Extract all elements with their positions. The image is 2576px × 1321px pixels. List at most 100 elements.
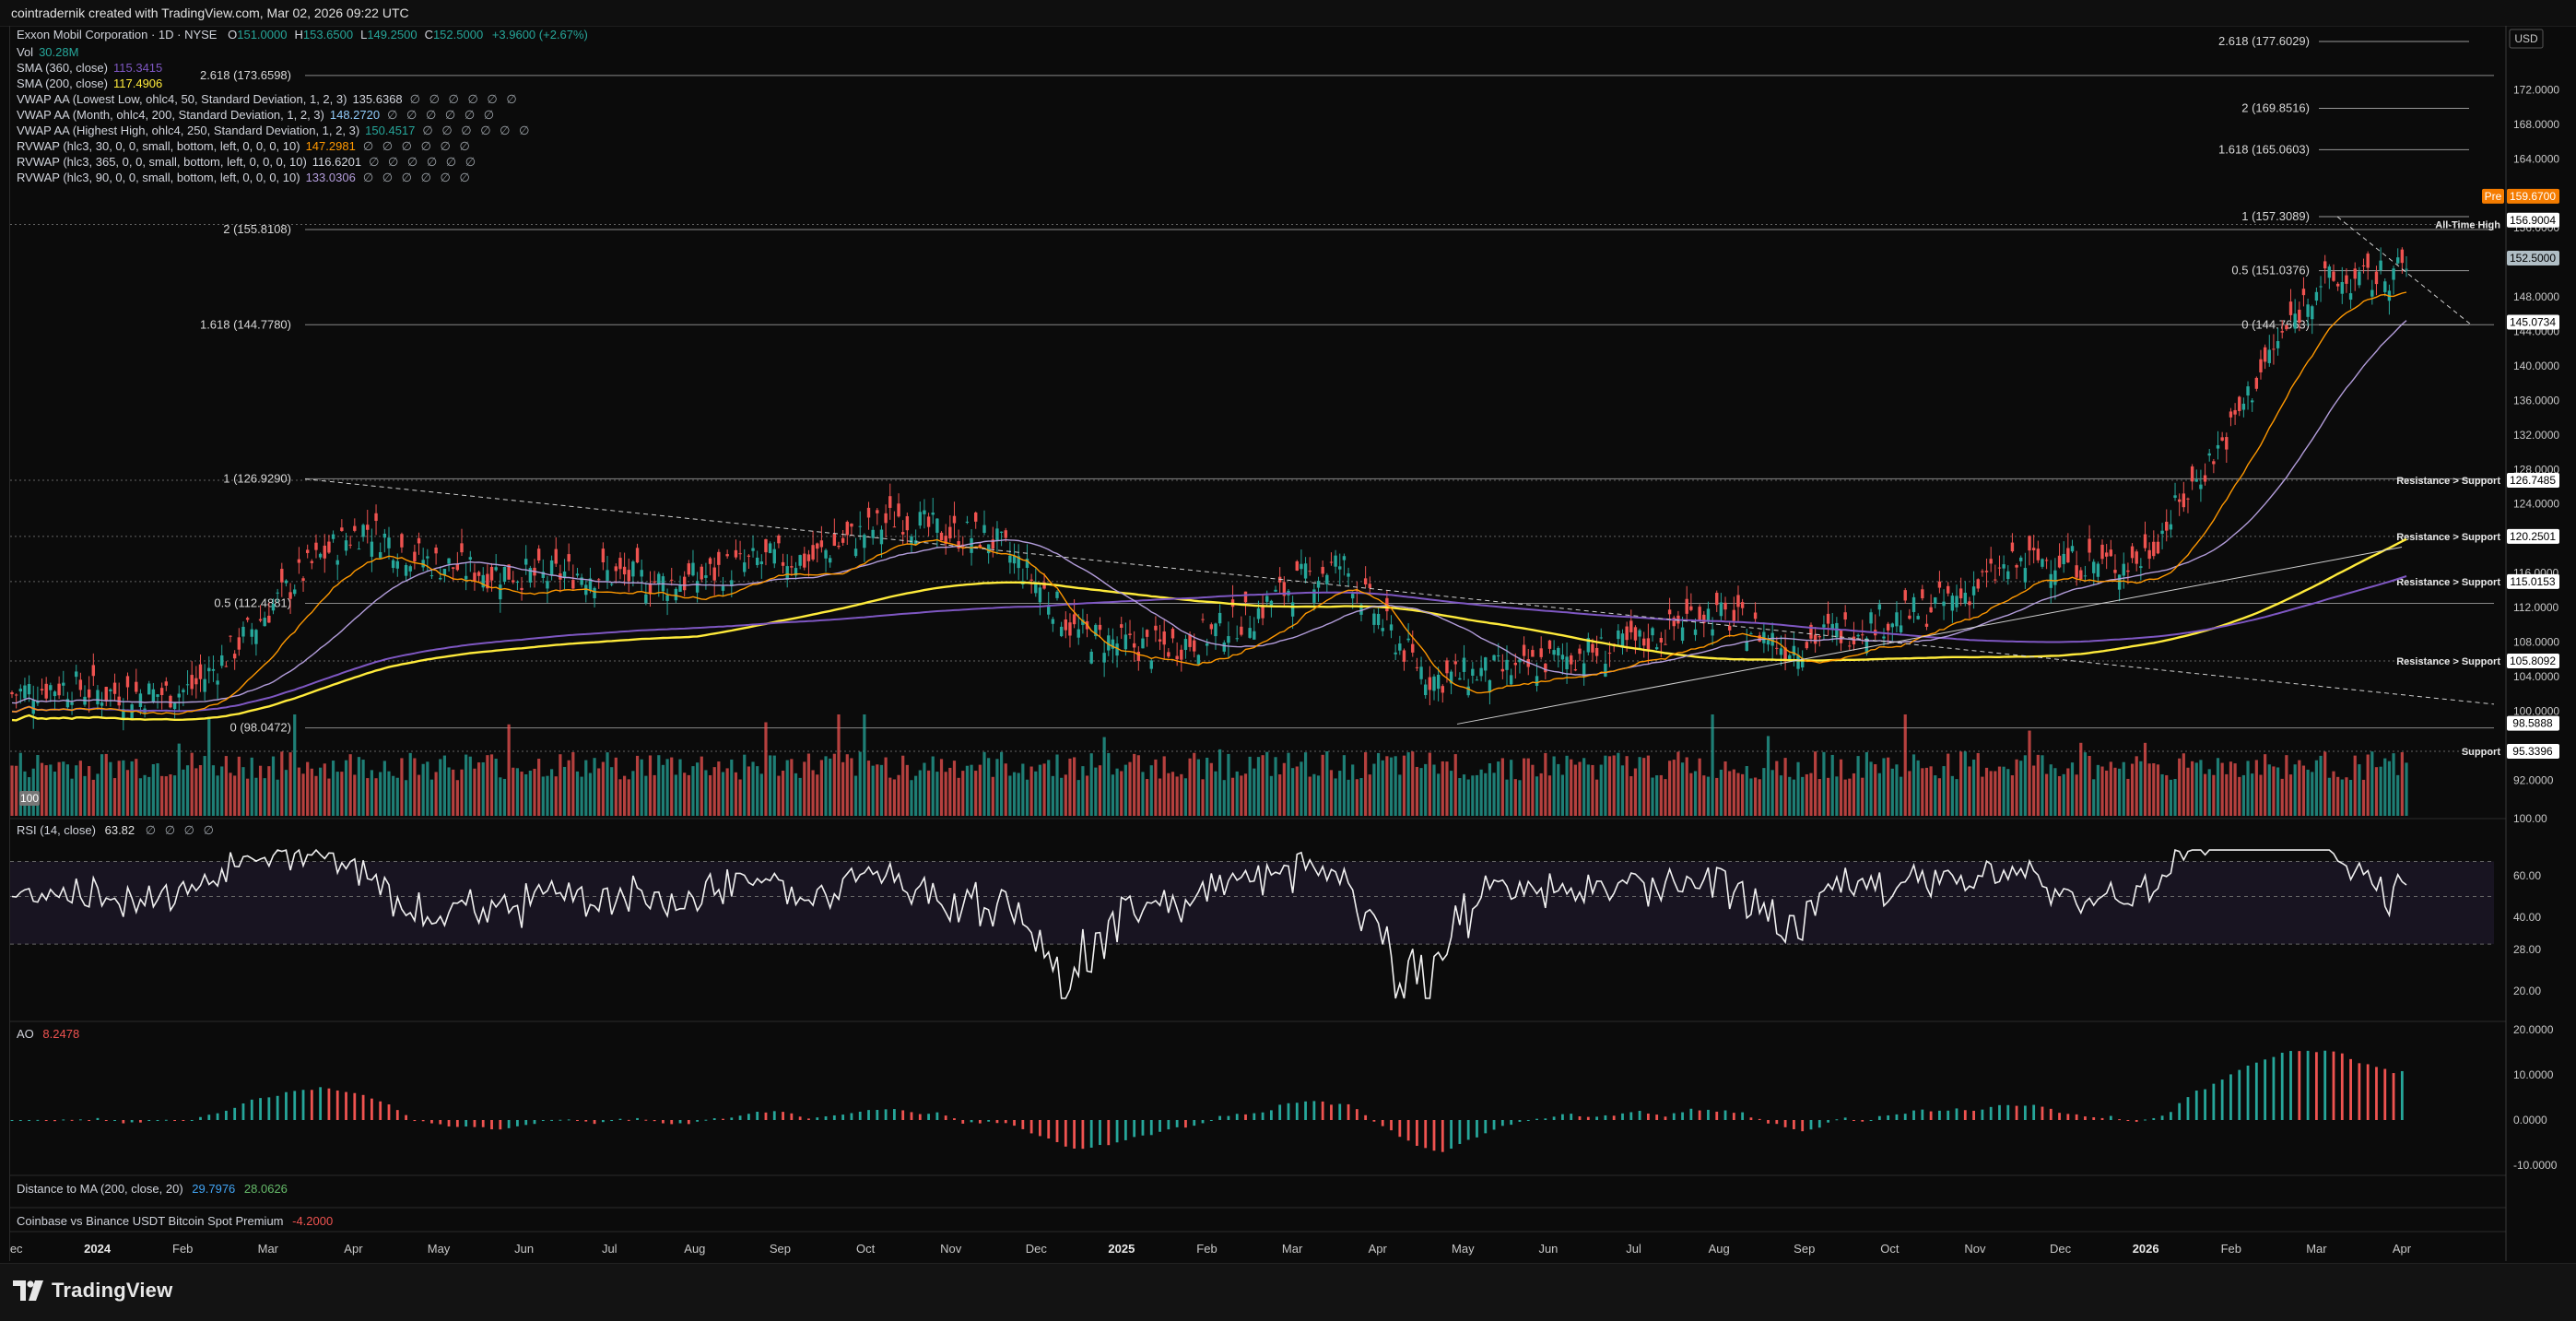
volume-bar: [387, 771, 391, 816]
ohlc-value: 153.6500: [302, 28, 354, 41]
ao-bar: [18, 1120, 22, 1121]
candle-body: [1462, 657, 1466, 672]
volume-bar: [2383, 758, 2387, 816]
brand-name: TradingView: [52, 1279, 173, 1302]
sr-label: Resistance > Support: [2396, 476, 2500, 487]
pre-tag-text: Pre: [2485, 190, 2502, 203]
volume-bar: [1664, 779, 1667, 816]
volume-bar: [1428, 752, 1431, 816]
ao-bar: [1175, 1120, 1179, 1127]
volume-bar: [319, 767, 323, 816]
fib-label-right: 0 (144.7663): [2241, 317, 2310, 331]
ao-bar: [1741, 1112, 1745, 1120]
volume-bar: [1012, 772, 1017, 816]
ao-bar: [499, 1120, 502, 1130]
volume-bar: [1620, 765, 1625, 816]
candle-body: [2361, 265, 2366, 266]
candle-body: [404, 564, 408, 576]
indicator-value: 150.4517: [365, 124, 416, 137]
candle-body: [512, 580, 515, 583]
volume-bar: [91, 779, 95, 816]
candle-body: [276, 592, 279, 594]
ao-bar: [413, 1120, 417, 1122]
rsi-tick: 20.00: [2513, 985, 2541, 997]
volume-bar: [190, 752, 194, 816]
ao-bar: [2272, 1056, 2276, 1120]
chart-frame[interactable]: 2.618 (173.6598) 2 (155.8108) 1.618 (144.7…: [9, 26, 2559, 1261]
ao-bar: [756, 1111, 759, 1120]
candle-body: [1419, 666, 1423, 679]
candle-body: [2335, 283, 2340, 287]
volume-bar: [40, 762, 44, 816]
volume-bar: [1505, 779, 1509, 816]
candle-body: [1607, 653, 1612, 655]
candle-body: [1753, 612, 1758, 619]
volume-bar: [811, 770, 815, 816]
candle-body: [691, 562, 695, 576]
ao-bar: [327, 1088, 331, 1120]
price-box-text: 98.5888: [2512, 717, 2553, 730]
volume-bar: [730, 759, 734, 816]
ohlc-key: L: [360, 28, 368, 41]
volume-bar: [2066, 768, 2070, 816]
volume-bar: [2130, 763, 2135, 816]
chart-canvas[interactable]: 2.618 (173.6598)2 (155.8108)1.618 (144.7…: [10, 26, 2576, 1263]
ao-bar: [1167, 1120, 1170, 1130]
ao-bar: [1466, 1120, 1470, 1140]
candle-body: [314, 542, 318, 550]
ao-bar: [1638, 1111, 1641, 1120]
candle-body: [57, 683, 61, 696]
ao-bar: [824, 1116, 828, 1120]
candle-body: [2066, 548, 2070, 563]
ao-bar: [1801, 1120, 1805, 1132]
candle-body: [1012, 555, 1017, 564]
volume-bar: [2358, 764, 2361, 816]
volume-bar: [952, 761, 957, 816]
candle-body: [429, 575, 434, 577]
volume-bar: [1484, 773, 1488, 816]
volume-bar: [670, 757, 674, 816]
tradingview-logo[interactable]: TradingView: [13, 1279, 172, 1303]
volume-bar: [2053, 768, 2057, 816]
time-label: Oct: [856, 1242, 876, 1256]
candle-body: [1963, 592, 1967, 604]
candle-body: [1947, 585, 1950, 594]
volume-bar: [439, 759, 442, 816]
candle-body: [1921, 589, 1924, 599]
volume-bar: [1814, 751, 1817, 816]
volume-bar: [1570, 759, 1573, 816]
volume-bar: [10, 765, 14, 816]
volume-bar: [421, 763, 425, 816]
volume-bar: [1732, 769, 1735, 816]
candle-body: [1149, 660, 1153, 669]
volume-bar: [1347, 779, 1350, 816]
volume-bar: [1458, 778, 1462, 816]
volume-bar: [417, 774, 421, 816]
candle-body: [618, 558, 622, 570]
volume-bar: [374, 778, 378, 816]
volume-bar: [1021, 763, 1025, 816]
volume-bar: [1316, 775, 1321, 816]
candle-body: [318, 553, 323, 558]
candle-body: [2199, 484, 2203, 489]
volume-bar: [1303, 752, 1308, 816]
volume-bar: [1792, 779, 1795, 816]
ao-bar: [62, 1119, 65, 1121]
candle-body: [1256, 607, 1261, 619]
volume-bar: [837, 714, 841, 816]
candle-body: [2002, 564, 2006, 569]
volume-bar: [241, 767, 245, 816]
candle-body: [653, 581, 656, 583]
candle-body: [327, 541, 331, 553]
price-box: [2507, 715, 2559, 731]
volume-bar: [344, 760, 348, 816]
volume-bar: [897, 774, 900, 816]
volume-bar: [2293, 764, 2297, 816]
volume-bar: [1604, 755, 1607, 816]
candle-body: [271, 604, 276, 611]
volume-bar: [237, 756, 241, 816]
volume-bar: [88, 766, 91, 816]
volume-bar: [905, 764, 909, 816]
candle-body: [1680, 627, 1685, 642]
volume-bar: [293, 714, 297, 816]
